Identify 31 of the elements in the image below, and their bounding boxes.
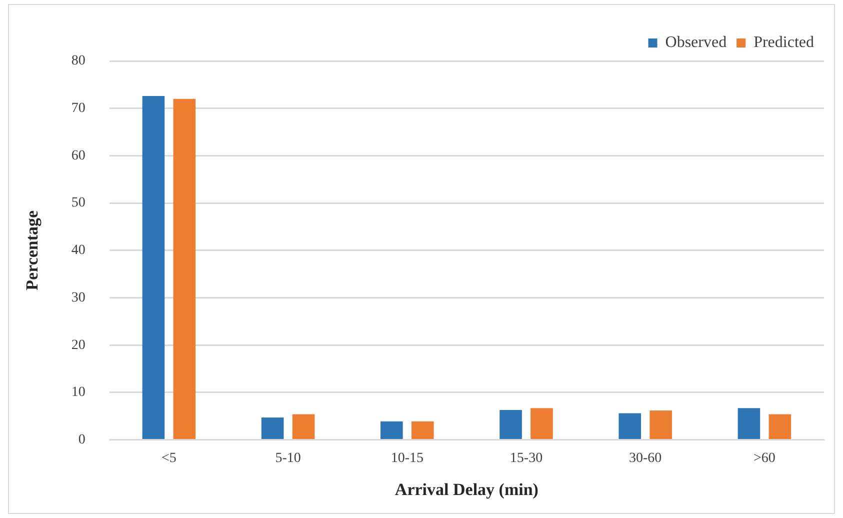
y-tick-label: 50	[71, 196, 86, 211]
x-tick-label: >60	[753, 450, 776, 466]
bar	[142, 96, 165, 440]
y-tick-label: 60	[71, 148, 86, 164]
x-tick-label: 15-30	[510, 450, 543, 466]
bar	[173, 98, 196, 440]
y-axis-title: Percentage	[22, 210, 42, 290]
bar	[768, 414, 792, 440]
y-tick-label: 0	[78, 432, 86, 448]
bar	[500, 410, 522, 440]
bar	[411, 421, 434, 440]
bar	[530, 408, 553, 440]
x-tick-label: 30-60	[629, 450, 662, 466]
legend-label: Predicted	[754, 34, 814, 52]
y-tick-label: 10	[71, 385, 86, 400]
bar	[618, 413, 642, 440]
bar	[292, 414, 315, 440]
bar	[380, 421, 403, 440]
x-tick-label: <5	[161, 450, 176, 466]
y-tick-label: 70	[71, 101, 86, 116]
x-tick-label: 10-15	[390, 450, 424, 466]
bar	[650, 410, 672, 440]
y-tick-label: 30	[71, 290, 86, 306]
y-tick-label: 20	[71, 338, 86, 353]
x-axis-title: Arrival Delay (min)	[394, 480, 538, 500]
legend-label: Observed	[665, 34, 727, 52]
y-tick-label: 80	[71, 54, 86, 69]
x-tick-label: 5-10	[275, 450, 301, 466]
bar	[261, 418, 284, 440]
y-tick-label: 40	[71, 243, 86, 258]
bar	[738, 408, 760, 440]
